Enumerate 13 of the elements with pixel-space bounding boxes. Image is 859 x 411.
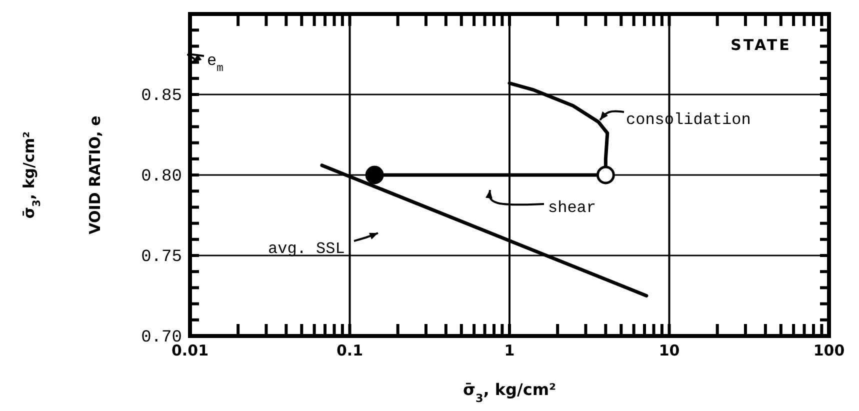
x-tick-label: 100 — [813, 342, 845, 360]
y-axis-title: VOID RATIO, e — [86, 116, 104, 234]
x-tick-label: 1 — [504, 342, 515, 360]
annotation: STATE — [730, 36, 792, 54]
y-tick-label: 0.80 — [141, 167, 182, 186]
y-tick-label: 0.75 — [141, 248, 182, 267]
y-tick-label: 0.85 — [141, 86, 182, 106]
annotation: shear — [548, 199, 596, 217]
annotation: avg. SSL — [268, 240, 345, 258]
annotation: e$_{m}$ — [207, 52, 224, 75]
x-tick-label: 0.1 — [336, 342, 364, 360]
x-tick-label: 10 — [658, 342, 680, 360]
x-axis-title: σ̄$_{3}$, kg/cm² — [462, 380, 556, 404]
